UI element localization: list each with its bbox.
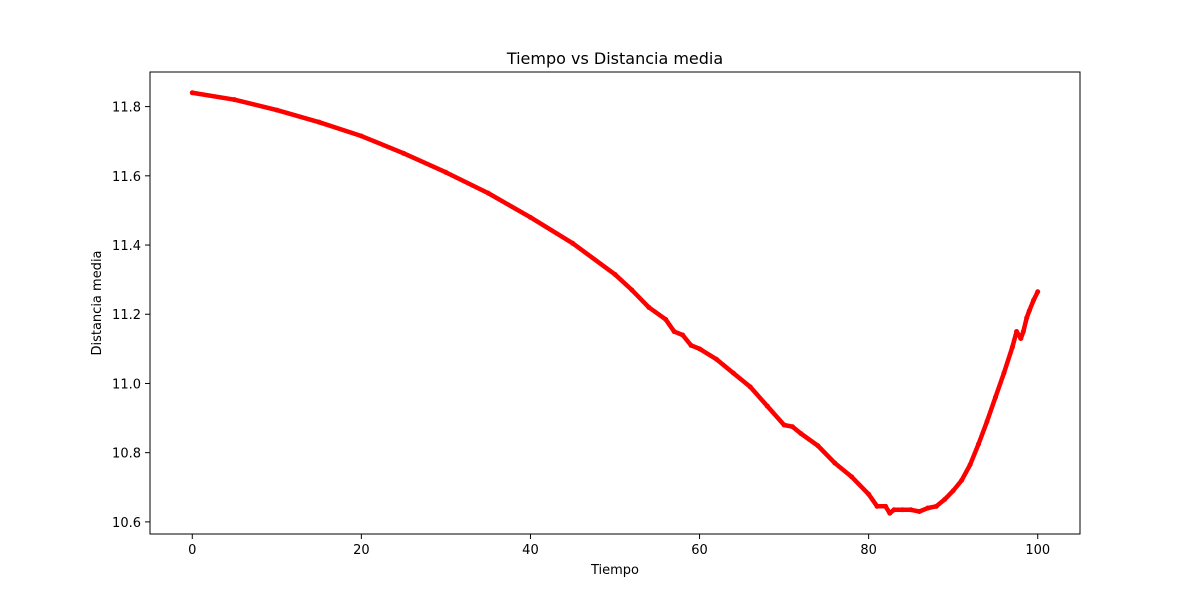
x-tick-label: 40: [522, 543, 539, 558]
data-point: [933, 503, 939, 509]
data-point: [1031, 297, 1036, 303]
data-point: [908, 507, 914, 513]
x-tick-label: 20: [353, 543, 370, 558]
data-point: [358, 133, 364, 139]
data-point: [1001, 370, 1007, 376]
y-tick-label: 10.8: [112, 447, 141, 462]
data-point: [443, 169, 449, 175]
x-axis-ticks: 0 20 40 60 80 100: [188, 534, 1050, 558]
data-point: [688, 342, 694, 348]
data-point: [713, 356, 719, 362]
data-point: [976, 441, 982, 447]
data-point: [485, 190, 491, 196]
data-point: [1018, 335, 1024, 341]
data-point: [984, 419, 990, 425]
data-point: [730, 370, 736, 376]
data-point: [1014, 329, 1020, 335]
data-point: [992, 394, 998, 400]
y-axis-label: Distancia media: [90, 250, 105, 355]
y-tick-label: 11.6: [112, 170, 141, 185]
data-point: [1020, 329, 1026, 335]
chart-title: Tiempo vs Distancia media: [506, 49, 723, 68]
data-point: [959, 477, 965, 483]
data-point: [790, 424, 796, 430]
data-point: [887, 510, 893, 516]
series-layer: [189, 90, 1041, 516]
data-point: [916, 509, 922, 515]
y-tick-label: 11.2: [112, 308, 141, 323]
data-point: [274, 107, 280, 113]
data-point: [189, 90, 195, 96]
data-point: [798, 431, 804, 437]
x-tick-label: 60: [691, 543, 708, 558]
data-point: [950, 488, 956, 494]
data-point: [316, 119, 322, 125]
data-point: [899, 507, 905, 513]
data-point: [671, 329, 677, 335]
data-point: [925, 505, 931, 511]
y-tick-label: 10.6: [112, 516, 141, 531]
data-point: [697, 346, 703, 352]
y-tick-label: 11.4: [112, 239, 141, 254]
y-axis-ticks: 10.6 10.8 11.0 11.2 11.4 11.6 11.8: [112, 101, 150, 531]
data-point: [527, 214, 533, 220]
data-point: [866, 491, 872, 497]
data-point: [874, 503, 880, 509]
series-line: [190, 90, 1040, 516]
data-point: [629, 287, 635, 293]
data-point: [1026, 308, 1032, 314]
data-point: [815, 443, 821, 449]
data-point: [232, 97, 238, 103]
y-tick-label: 11.0: [112, 377, 141, 392]
x-tick-label: 100: [1025, 543, 1050, 558]
data-point: [764, 403, 770, 409]
y-tick-label: 11.8: [112, 101, 141, 116]
data-point: [781, 422, 787, 428]
x-tick-label: 0: [188, 543, 196, 558]
data-point: [883, 503, 889, 509]
data-point: [942, 496, 948, 502]
data-point: [1024, 315, 1030, 321]
data-point: [967, 462, 973, 468]
plot-area-frame: [149, 71, 1081, 535]
data-point: [663, 316, 669, 322]
data-point: [401, 150, 407, 156]
x-tick-label: 80: [860, 543, 877, 558]
data-point: [849, 474, 855, 480]
data-point: [680, 332, 686, 338]
data-point: [1009, 344, 1015, 350]
data-point: [1035, 289, 1041, 295]
data-point: [832, 460, 838, 466]
data-point: [570, 240, 576, 246]
x-axis-label: Tiempo: [590, 563, 639, 578]
data-point: [747, 384, 753, 390]
data-point: [891, 507, 897, 513]
data-point: [646, 304, 652, 310]
data-point: [612, 271, 618, 277]
